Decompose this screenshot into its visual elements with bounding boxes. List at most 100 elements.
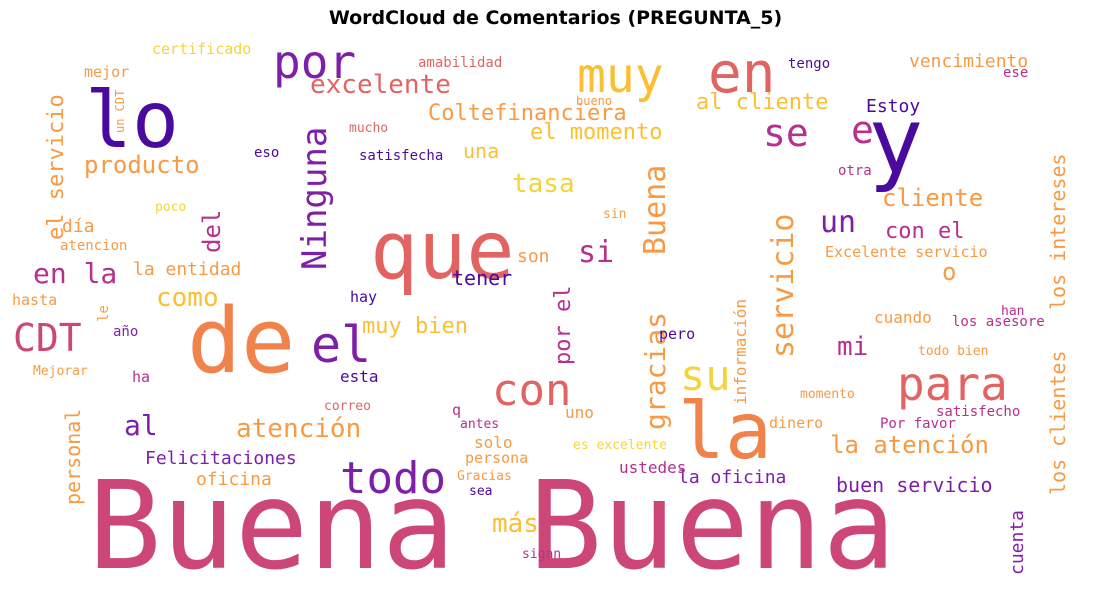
- word-por-favor: Por favor: [880, 416, 956, 432]
- word-dia: día: [62, 216, 95, 237]
- word-felicitaciones: Felicitaciones: [145, 448, 297, 469]
- word-en: en: [708, 41, 775, 106]
- word-estoy: Estoy: [866, 96, 920, 117]
- word-producto: producto: [84, 151, 200, 179]
- chart-title: WordCloud de Comentarios (PREGUNTA_5): [328, 7, 783, 29]
- word-le: le: [96, 305, 112, 322]
- word-gracias: Gracias: [457, 469, 512, 484]
- word-momento: momento: [800, 387, 855, 402]
- word-sea: sea: [469, 484, 492, 499]
- word-una: una: [463, 139, 499, 163]
- word-ha: ha: [132, 368, 150, 386]
- word-tengo: tengo: [788, 56, 830, 72]
- word-tasa: tasa: [512, 169, 575, 199]
- word-es-excelente: es excelente: [573, 438, 667, 453]
- word-informacion: información: [731, 299, 750, 405]
- word-correo: correo: [324, 399, 371, 414]
- word-ese: ese: [1003, 65, 1028, 81]
- word-los-asesore: los asesore: [952, 314, 1045, 330]
- word-lo: lo: [85, 76, 179, 166]
- word-sin: sin: [603, 207, 626, 222]
- word-uno: uno: [565, 403, 594, 422]
- word-buena: Buena: [638, 165, 673, 255]
- word-con: con: [492, 365, 571, 416]
- word-satisfecho: satisfecho: [936, 404, 1020, 420]
- word-mejor: mejor: [84, 63, 129, 81]
- word-mucho: mucho: [349, 121, 388, 136]
- word-buena-buena: Buena Buena: [88, 455, 896, 590]
- word-son: son: [517, 246, 550, 267]
- word-un: un: [820, 205, 856, 240]
- word-muy: muy: [577, 48, 664, 104]
- word-pero: pero: [659, 325, 695, 343]
- word-si: si: [578, 235, 614, 270]
- word-vencimiento: vencimiento: [909, 51, 1028, 72]
- word-como: como: [156, 283, 219, 313]
- word-poco: poco: [155, 200, 186, 215]
- word-solo: solo: [474, 433, 513, 452]
- word-y: y: [868, 88, 923, 195]
- word-la-atencion: la atención: [830, 431, 989, 459]
- word-sigan: sigan: [522, 547, 561, 562]
- word-o: o: [942, 258, 956, 286]
- word-se: se: [763, 111, 809, 155]
- word-otra: otra: [838, 163, 872, 179]
- word-por: por: [273, 35, 356, 89]
- word-del: del: [198, 210, 226, 253]
- word-persona: persona: [465, 449, 528, 467]
- word-hasta: hasta: [12, 291, 57, 309]
- word-gracias: gracias: [639, 312, 672, 430]
- word-el-momento: el momento: [530, 120, 662, 145]
- word-cuenta: cuenta: [1007, 510, 1028, 575]
- word-coltefinanciera: Coltefinanciera: [428, 101, 627, 126]
- word-al: al: [124, 409, 158, 442]
- word-q: q: [452, 401, 461, 419]
- word-ninguna: Ninguna: [295, 127, 335, 270]
- word-cuando: cuando: [874, 308, 932, 327]
- word-de: de: [187, 289, 295, 394]
- word-con-el: con el: [885, 219, 964, 244]
- word-cdt: CDT: [13, 316, 82, 360]
- word-oficina: oficina: [196, 469, 272, 490]
- word-para: para: [897, 357, 1008, 411]
- word-al-cliente: al cliente: [696, 90, 828, 115]
- word-un-cdt: un CDT: [113, 90, 127, 133]
- word-certificado: certificado: [152, 40, 251, 58]
- word-e: e: [851, 108, 874, 152]
- word-mas: más: [492, 509, 539, 539]
- word-dinero: dinero: [769, 414, 823, 432]
- word-esta: esta: [340, 367, 379, 386]
- word-excelente: excelente: [310, 70, 451, 100]
- word-el-servicio: el servicio: [44, 94, 69, 240]
- word-los-clientes: los clientes: [1046, 351, 1070, 496]
- word-buen-servicio: buen servicio: [836, 473, 993, 497]
- word-han: han: [1001, 304, 1024, 319]
- word-su: su: [680, 351, 731, 400]
- word-que: que: [370, 204, 515, 297]
- word-la-oficina: la oficina: [678, 467, 786, 488]
- word-por-el: por el: [551, 286, 576, 365]
- word-ustedes: ustedes: [619, 458, 686, 477]
- word-el: el: [311, 316, 371, 374]
- word-cliente: cliente: [882, 184, 983, 212]
- word-los-intereses: los intereses: [1046, 153, 1070, 310]
- word-en-la: en la: [33, 257, 117, 290]
- word-amabilidad: amabilidad: [418, 55, 502, 71]
- word-todo: todo: [340, 453, 446, 504]
- word-excelente-servicio: Excelente servicio: [825, 243, 988, 261]
- word-la: la: [678, 387, 772, 477]
- word-atencion: atención: [236, 414, 361, 444]
- word-la-entidad: la entidad: [133, 259, 241, 280]
- word-satisfecha: satisfecha: [359, 148, 443, 164]
- word-mejorar: Mejorar: [33, 364, 88, 379]
- word-eso: eso: [254, 145, 279, 161]
- word-todo-bien: todo bien: [918, 344, 988, 359]
- word-tener: tener: [452, 266, 512, 290]
- word-hay: hay: [350, 288, 377, 306]
- word-servicio: servicio: [766, 214, 801, 359]
- word-atencion: atencion: [60, 238, 127, 254]
- word-bueno: bueno: [576, 94, 612, 108]
- word-mi: mi: [837, 332, 868, 362]
- word-ano: año: [113, 324, 138, 340]
